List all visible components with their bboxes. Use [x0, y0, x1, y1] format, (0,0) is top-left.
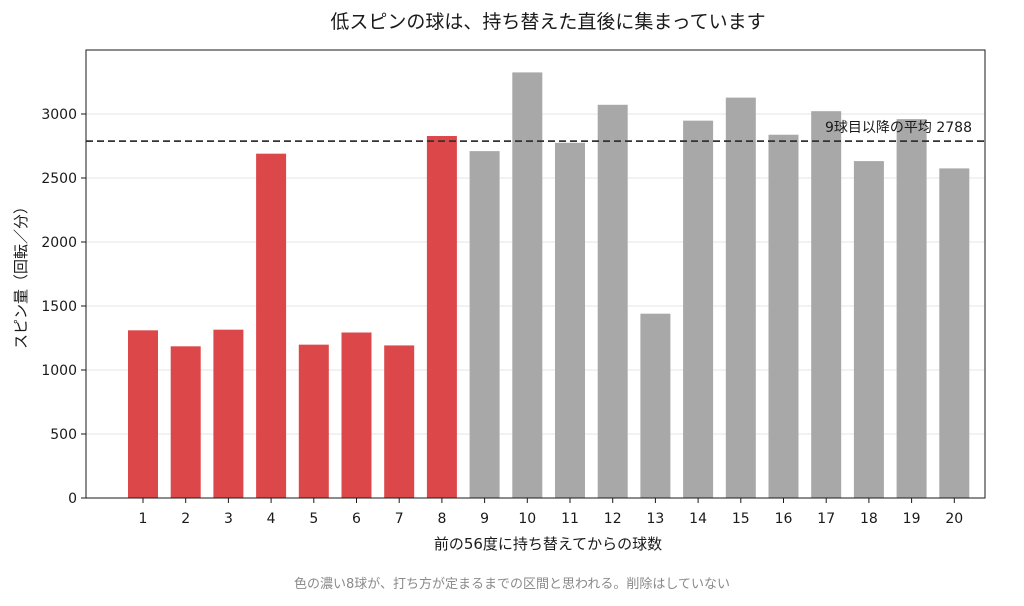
x-tick-label: 15 — [732, 511, 750, 527]
y-axis-label: スピン量（回転／分） — [12, 199, 30, 349]
chart-title: 低スピンの球は、持ち替えた直後に集まっています — [330, 11, 765, 33]
bar — [768, 134, 799, 498]
reference-line-group: 9球目以降の平均 2788 — [86, 120, 985, 143]
x-tick-label: 12 — [604, 511, 622, 527]
bar — [341, 332, 372, 498]
x-tick-label: 7 — [395, 511, 404, 527]
y-ticks: 0 500 1000 1500 2000 2500 3000 — [41, 107, 86, 507]
y-tick-label: 1000 — [41, 363, 77, 379]
bar — [298, 344, 329, 498]
x-tick-label: 9 — [480, 511, 489, 527]
x-tick-label: 19 — [903, 511, 921, 527]
x-tick-label: 3 — [224, 511, 233, 527]
x-ticks: 1 2 3 4 5 6 7 8 9 10 11 12 13 14 15 16 17 18 19 20 — [139, 498, 963, 527]
bars — [128, 72, 970, 499]
x-tick-label: 2 — [181, 511, 190, 527]
x-tick-label: 6 — [352, 511, 361, 527]
bar — [256, 153, 287, 498]
y-tick-label: 2500 — [41, 171, 77, 187]
x-tick-label: 16 — [775, 511, 793, 527]
bar — [683, 120, 714, 498]
bar — [597, 104, 628, 498]
y-tick-label: 0 — [68, 491, 77, 507]
x-tick-label: 1 — [139, 511, 148, 527]
bar — [469, 151, 500, 498]
bar — [426, 136, 457, 499]
bar — [725, 97, 756, 498]
bar — [853, 161, 884, 498]
bar — [939, 168, 970, 498]
x-tick-label: 17 — [817, 511, 835, 527]
bar — [640, 313, 671, 498]
y-tick-label: 2000 — [41, 235, 77, 251]
bar — [896, 119, 927, 499]
bar — [384, 345, 415, 498]
bar — [170, 346, 201, 498]
bar — [512, 72, 543, 499]
x-tick-label: 20 — [945, 511, 963, 527]
x-tick-label: 13 — [646, 511, 664, 527]
x-tick-label: 10 — [518, 511, 536, 527]
y-tick-label: 500 — [50, 427, 77, 443]
x-axis-label: 前の56度に持ち替えてからの球数 — [434, 535, 662, 553]
x-tick-label: 14 — [689, 511, 707, 527]
y-tick-label: 3000 — [41, 107, 77, 123]
chart-caption: 色の濃い8球が、打ち方が定まるまでの区間と思われる。削除はしていない — [294, 576, 730, 592]
x-tick-label: 11 — [561, 511, 579, 527]
plot-frame — [85, 49, 986, 499]
x-tick-label: 18 — [860, 511, 878, 527]
y-tick-label: 1500 — [41, 299, 77, 315]
bar — [128, 330, 158, 498]
x-tick-label: 5 — [309, 511, 318, 527]
x-tick-label: 8 — [437, 511, 446, 527]
bar — [811, 111, 842, 499]
bar — [213, 329, 244, 498]
bar — [555, 142, 585, 499]
x-tick-label: 4 — [267, 511, 276, 527]
reference-line-label: 9球目以降の平均 2788 — [825, 120, 972, 136]
